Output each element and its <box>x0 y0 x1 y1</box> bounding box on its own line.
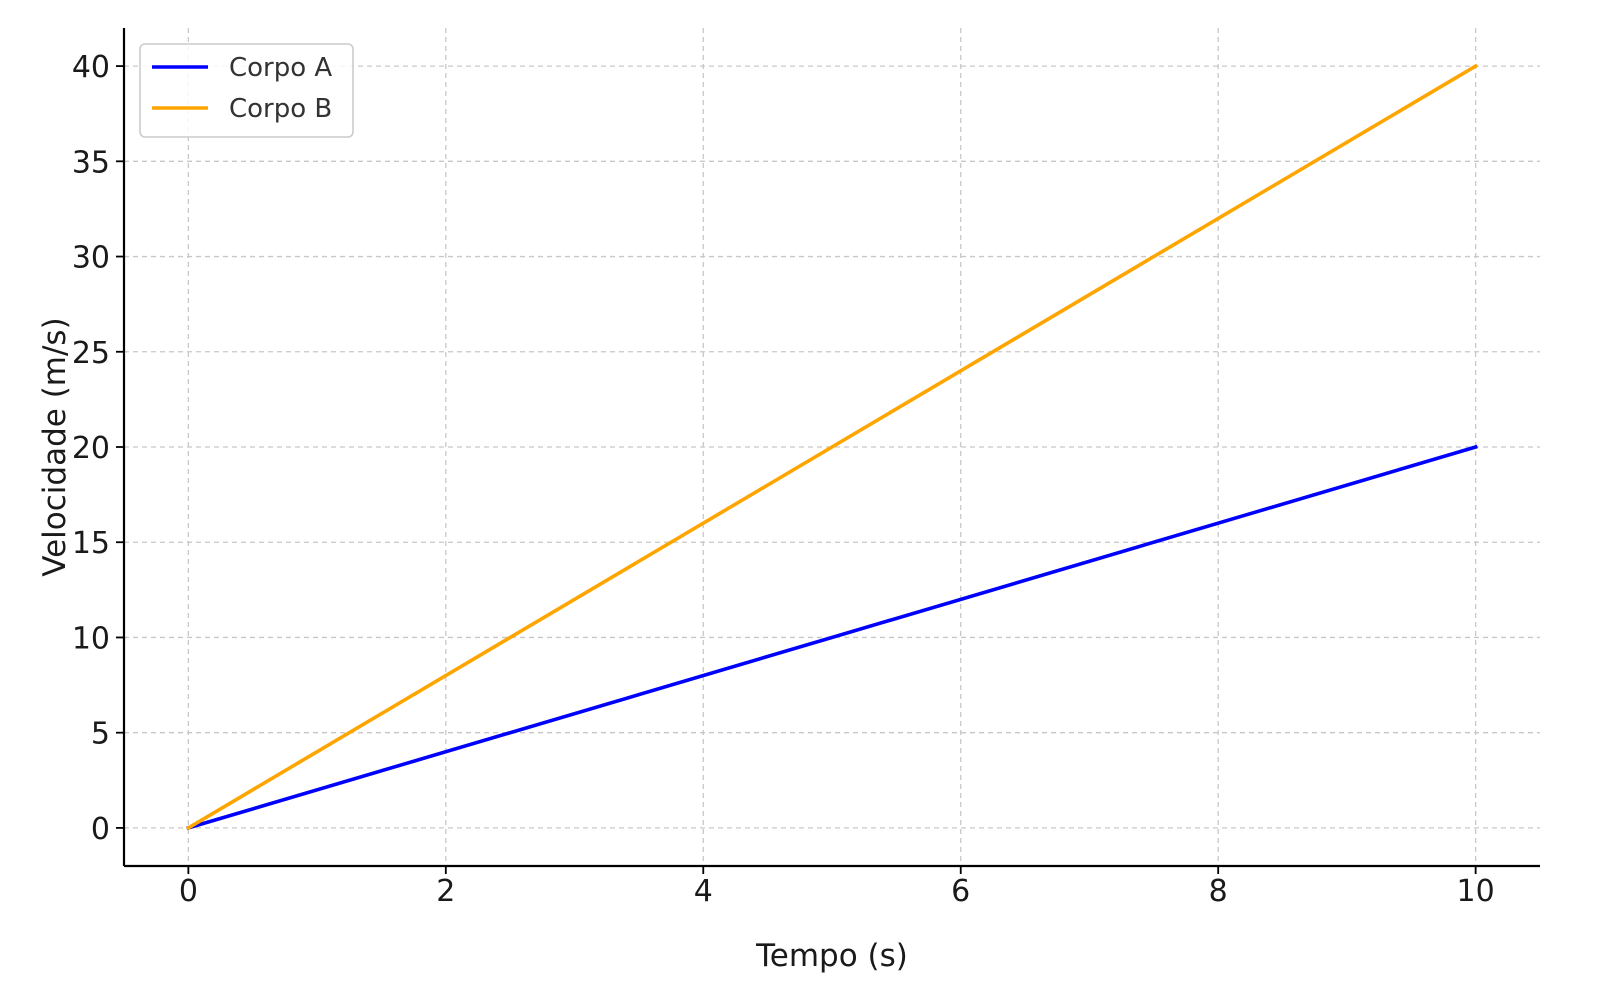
y-tick-label: 20 <box>72 431 110 466</box>
y-tick-label: 25 <box>72 336 110 371</box>
y-ticks: 0 5 10 15 20 25 30 35 40 <box>72 50 124 847</box>
x-tick-label: 8 <box>1209 874 1228 909</box>
y-tick-label: 35 <box>72 145 110 180</box>
legend-label-corpo-a: Corpo A <box>229 53 332 83</box>
y-tick-label: 30 <box>72 241 110 276</box>
series-line-corpo-a <box>186 444 1478 831</box>
legend: Corpo A Corpo B <box>139 43 354 138</box>
x-axis-title: Tempo (s) <box>755 938 908 974</box>
legend-label-corpo-b: Corpo B <box>229 94 332 124</box>
y-tick-label: 10 <box>72 621 110 656</box>
x-tick-label: 10 <box>1457 874 1495 909</box>
y-tick-label: 5 <box>91 717 110 752</box>
x-tick-label: 0 <box>179 874 198 909</box>
series-lines <box>185 63 1479 831</box>
y-tick-label: 40 <box>72 50 110 85</box>
x-tick-label: 2 <box>436 874 455 909</box>
y-tick-label: 15 <box>72 526 110 561</box>
series-line-corpo-b <box>185 63 1479 831</box>
y-tick-label: 0 <box>91 812 110 847</box>
x-tick-label: 6 <box>951 874 970 909</box>
y-axis-title: Velocidade (m/s) <box>37 317 73 576</box>
x-tick-label: 4 <box>694 874 713 909</box>
grid <box>124 28 1540 866</box>
x-ticks: 0 2 4 6 8 10 <box>179 866 1495 909</box>
